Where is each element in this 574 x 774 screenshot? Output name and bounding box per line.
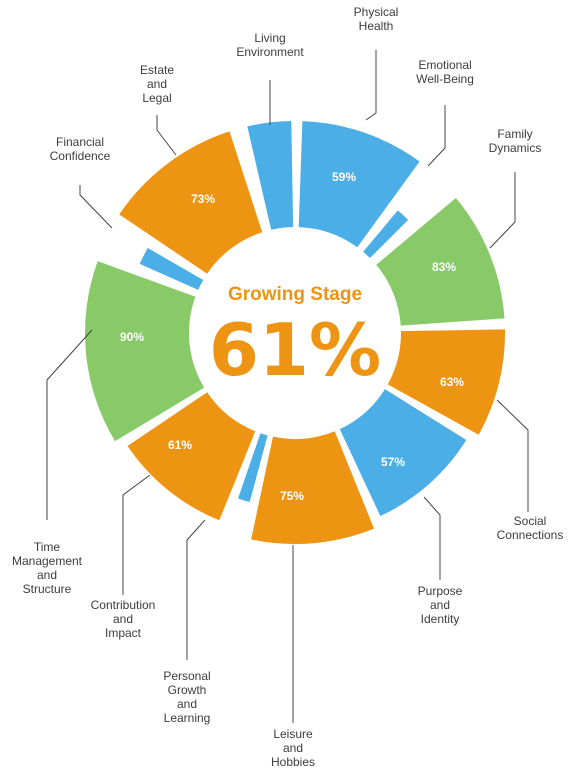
segment-purpose-and-identity <box>339 389 467 517</box>
leader-emotional-well-being <box>427 105 446 167</box>
value-physical-health: 59% <box>332 170 356 184</box>
label-line: Physical <box>354 5 399 19</box>
leader-contribution-and-impact <box>122 474 151 595</box>
leader-estate-and-legal <box>156 115 177 156</box>
label-line: Legal <box>142 91 171 105</box>
segment-physical-health <box>298 121 420 248</box>
value-family-dynamics: 83% <box>432 260 456 274</box>
label-line: and <box>37 568 57 582</box>
value-time-management-and-structure: 90% <box>120 330 144 344</box>
label-personal-growth-and-learning: Personal Growth and Learning <box>163 669 210 725</box>
label-line: Personal <box>163 669 210 683</box>
label-line: Dynamics <box>489 141 542 155</box>
label-leisure-and-hobbies: Leisure and Hobbies <box>271 727 315 769</box>
label-line: Management <box>12 554 83 568</box>
label-line: Confidence <box>50 149 111 163</box>
label-line: Estate <box>140 63 174 77</box>
label-purpose-and-identity: Purpose and Identity <box>418 584 463 626</box>
label-line: Connections <box>497 528 564 542</box>
leader-physical-health <box>365 50 377 121</box>
segment-family-dynamics <box>376 198 505 326</box>
segment-emotional-well-being <box>363 210 409 259</box>
segment-time-management-and-structure <box>85 261 205 442</box>
segment-personal-growth-and-learning <box>238 433 268 503</box>
segment-contribution-and-impact <box>127 392 256 521</box>
center-title: Growing Stage <box>228 284 362 305</box>
label-contribution-and-impact: Contribution and Impact <box>91 598 156 640</box>
leader-social-connections <box>496 399 529 512</box>
label-line: Health <box>359 19 394 33</box>
leader-family-dynamics <box>489 172 516 249</box>
value-social-connections: 63% <box>440 375 464 389</box>
label-line: Contribution <box>91 598 156 612</box>
label-physical-health: Physical Health <box>354 5 399 33</box>
label-estate-and-legal: Estate and Legal <box>140 63 174 105</box>
leader-lines <box>46 50 529 723</box>
value-estate-and-legal: 73% <box>191 192 215 206</box>
center-value: 61% <box>209 308 381 392</box>
label-line: and <box>283 741 303 755</box>
label-line: Well-Being <box>416 72 474 86</box>
label-line: Structure <box>23 582 72 596</box>
leader-time-management-and-structure <box>46 329 93 520</box>
value-purpose-and-identity: 57% <box>381 455 405 469</box>
label-line: and <box>147 77 167 91</box>
segment-estate-and-legal <box>119 131 263 274</box>
label-line: Environment <box>236 45 304 59</box>
label-line: and <box>177 697 197 711</box>
label-line: Growth <box>168 683 207 697</box>
label-line: Time <box>34 540 61 554</box>
segment-living-environment <box>247 121 294 230</box>
label-line: and <box>430 598 450 612</box>
segment-percentages: 59% 83% 63% 57% 75% 61% 90% 73% <box>120 170 464 503</box>
label-financial-confidence: Financial Confidence <box>50 135 111 163</box>
leader-purpose-and-identity <box>423 496 441 580</box>
donut-segments <box>85 121 505 544</box>
segment-social-connections <box>387 329 505 435</box>
label-line: Impact <box>105 626 142 640</box>
segment-leisure-and-hobbies <box>251 431 375 544</box>
label-line: Social <box>514 514 547 528</box>
leader-financial-confidence <box>79 185 113 229</box>
label-line: Identity <box>421 612 460 626</box>
label-line: and <box>113 612 133 626</box>
label-line: Living <box>254 31 285 45</box>
value-leisure-and-hobbies: 75% <box>280 489 304 503</box>
label-line: Financial <box>56 135 104 149</box>
label-line: Family <box>497 127 532 141</box>
label-line: Leisure <box>273 727 313 741</box>
label-time-management-and-structure: Time Management and Structure <box>12 540 83 596</box>
label-line: Hobbies <box>271 755 315 769</box>
segment-financial-confidence <box>139 248 204 290</box>
label-line: Purpose <box>418 584 463 598</box>
value-contribution-and-impact: 61% <box>168 438 192 452</box>
label-emotional-well-being: Emotional Well-Being <box>416 58 474 86</box>
label-family-dynamics: Family Dynamics <box>489 127 542 155</box>
label-social-connections: Social Connections <box>497 514 564 542</box>
label-line: Learning <box>164 711 211 725</box>
leader-personal-growth-and-learning <box>186 519 206 660</box>
label-line: Emotional <box>418 58 471 72</box>
segment-labels: Physical Health Emotional Well-Being Family D… <box>12 5 563 769</box>
label-living-environment: Living Environment <box>236 31 304 59</box>
